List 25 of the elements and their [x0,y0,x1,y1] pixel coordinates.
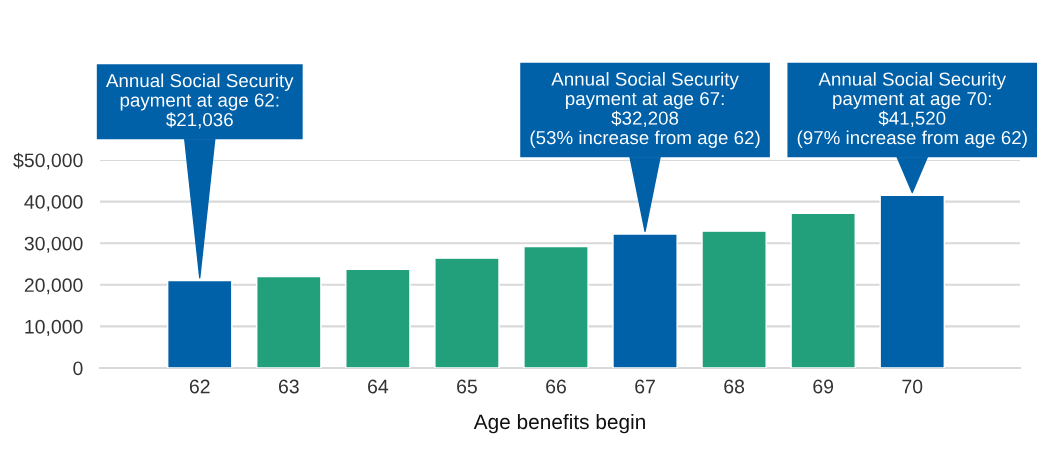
bar [523,245,589,368]
x-tick-label: 62 [189,379,210,394]
x-tick-label: 66 [546,379,566,394]
y-tick-label: 10,000 [25,319,83,336]
x-tick-label: 63 [278,379,299,394]
y-tick-label: 40,000 [24,195,83,212]
y-tick-label: $50,000 [13,152,83,170]
annotation: Annual Social Security payment at age 62: $21,036 [105,73,294,129]
x-tick-label: 69 [813,379,834,394]
y-tick-label: 30,000 [24,236,83,253]
x-tick-label: 68 [724,379,745,394]
bar [790,212,856,368]
x-tick-label: 64 [368,379,389,394]
bar [701,230,767,368]
annotation: Annual Social Security payment at age 67: $32,208 (53% increase from age 62) [530,71,760,148]
bar [256,275,322,368]
x-tick-label: 67 [635,379,655,394]
x-tick-label: 65 [457,379,477,394]
y-tick-label: 20,000 [24,278,83,295]
annotation: Annual Social Security payment at age 70: $41,520 (97% increase from age 62) [797,71,1027,148]
bar [434,257,500,368]
x-tick-label: 70 [902,379,923,394]
y-tick-label: 0 [73,361,83,376]
x-axis-title: Age benefits begin [473,413,645,434]
bar [345,268,411,368]
